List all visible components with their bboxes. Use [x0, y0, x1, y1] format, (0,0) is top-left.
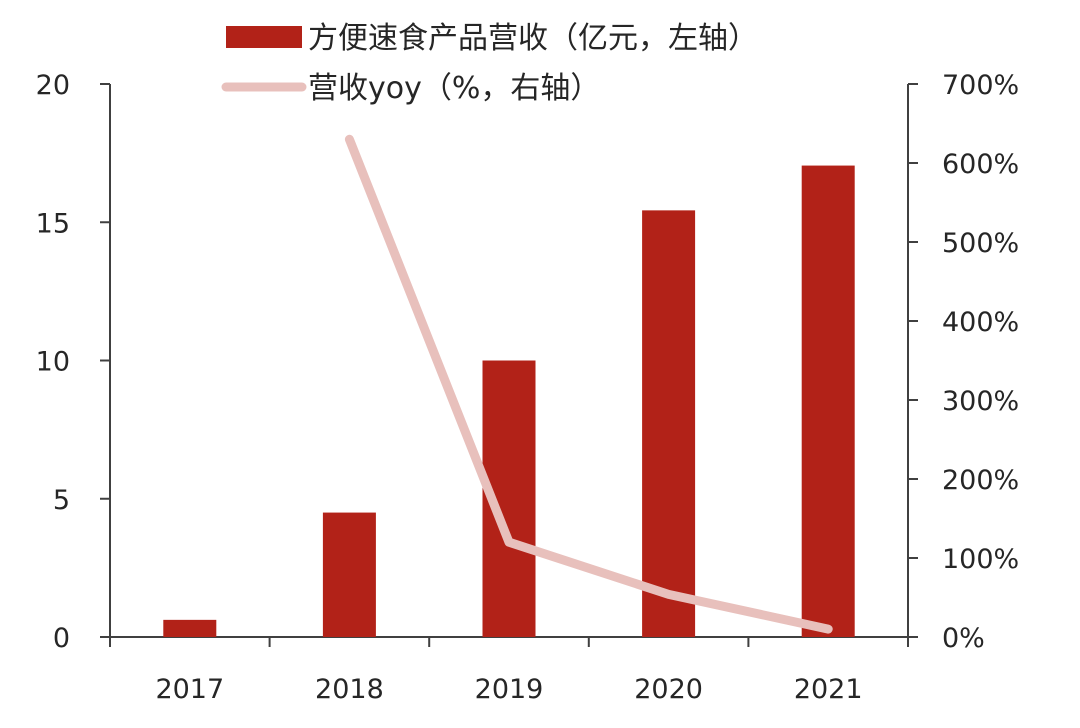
right-axis-tick-label: 0%: [942, 623, 985, 654]
x-tick-labels: 2017 2018 2019 2020 2021: [155, 674, 862, 705]
legend-swatch-bar: [226, 26, 302, 48]
left-axis-tick-label: 10: [36, 347, 70, 378]
right-axis-tick-label: 200%: [942, 465, 1019, 496]
bar-2017: [163, 619, 217, 637]
x-tick-label: 2017: [155, 674, 224, 705]
legend: 方便速食产品营收（亿元，左轴） 营收yoy（%，右轴）: [221, 21, 758, 106]
left-axis-tick-label: 15: [36, 208, 70, 239]
bar-2021: [801, 165, 855, 637]
x-tick-label: 2018: [315, 674, 384, 705]
left-axis-tick-label: 20: [36, 70, 70, 101]
x-tick-label: 2019: [475, 674, 544, 705]
bar-2020: [642, 210, 696, 637]
right-axis-tick-labels: 0% 100% 200% 300% 400% 500% 600% 700%: [942, 70, 1019, 654]
bars: [163, 165, 855, 637]
left-axis-tick-labels: 0 5 10 15 20: [36, 70, 70, 654]
left-axis-tick-label: 0: [53, 623, 70, 654]
legend-label-bar: 方便速食产品营收（亿元，左轴）: [308, 21, 758, 56]
legend-label-line: 营收yoy（%，右轴）: [308, 71, 600, 106]
yoy-line-layer: [344, 134, 833, 634]
right-axis-tick-label: 400%: [942, 307, 1019, 338]
x-tick-label: 2020: [634, 674, 703, 705]
x-tick-label: 2021: [794, 674, 863, 705]
right-axis-tick-label: 100%: [942, 544, 1019, 575]
right-axis-tick-label: 300%: [942, 386, 1019, 417]
bar-2018: [322, 512, 376, 637]
right-axis-tick-label: 500%: [942, 228, 1019, 259]
yoy-line: [344, 134, 833, 634]
left-axis-tick-label: 5: [53, 485, 70, 516]
right-axis-tick-label: 700%: [942, 70, 1019, 101]
right-axis-tick-label: 600%: [942, 149, 1019, 180]
